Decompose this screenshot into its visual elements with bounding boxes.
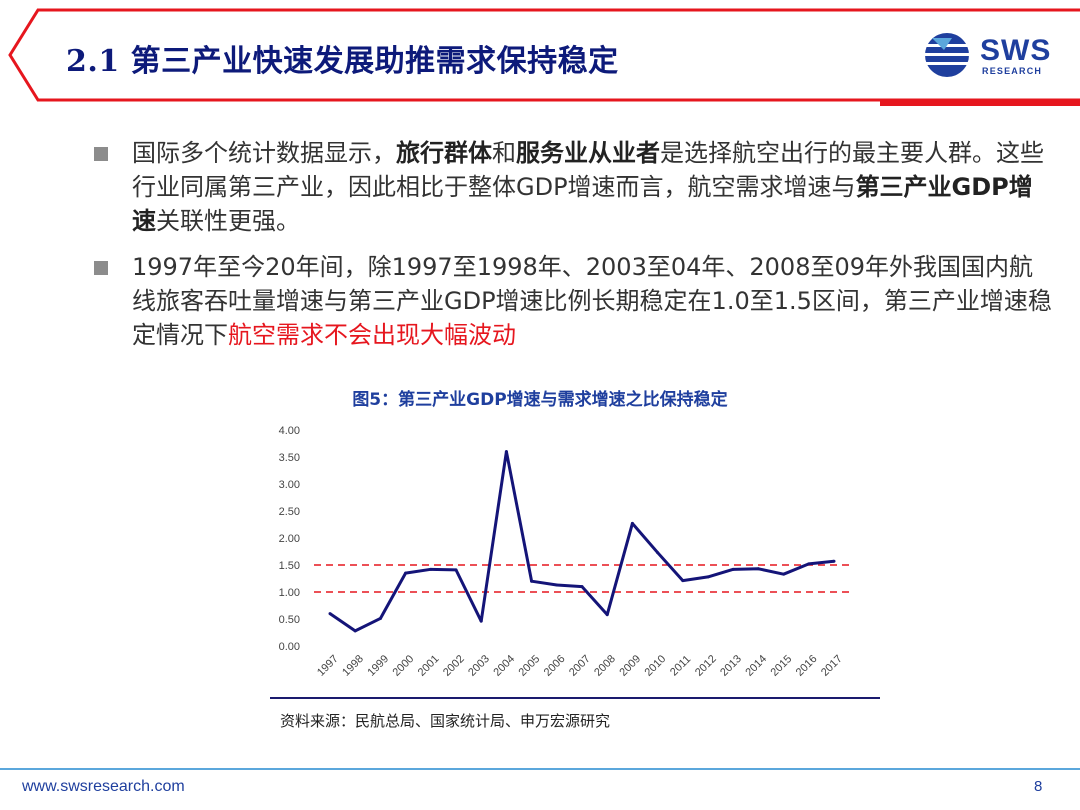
data-point-2010 [656, 551, 660, 555]
data-point-2003 [479, 619, 483, 623]
data-point-2005 [530, 579, 534, 583]
y-tick-label-8: 4.00 [279, 425, 300, 437]
x-tick-label-2000: 2000 [391, 653, 417, 679]
data-point-2016 [807, 562, 811, 566]
bullet-2-highlight: 航空需求不会出现大幅波动 [228, 321, 516, 349]
x-tick-label-2001: 2001 [416, 653, 442, 679]
ratio-line-chart: 0.00 0.50 1.00 1.50 2.00 2.50 3.00 3.50 4.00 1997… [270, 425, 880, 699]
bullet-list: 国际多个统计数据显示，旅行群体和服务业从业者是选择航空出行的最主要人群。这些行业… [92, 136, 1052, 364]
bullet-item-2: 1997年至今20年间，除1997至1998年、2003至04年、2008至09… [92, 250, 1052, 352]
x-tick-label-2008: 2008 [592, 653, 618, 679]
x-tick-label-2007: 2007 [567, 653, 593, 679]
y-tick-label-2: 1.00 [279, 587, 300, 599]
page-title: 2.1 第三产业快速发展助推需求保持稳定 [66, 44, 619, 79]
data-point-2008 [605, 613, 609, 617]
y-tick-label-4: 2.00 [279, 533, 300, 545]
y-tick-label-7: 3.50 [279, 452, 300, 464]
bullet-1-seg-3: 和 [492, 139, 516, 167]
x-tick-label-2016: 2016 [794, 653, 820, 679]
data-point-2004 [504, 450, 508, 454]
bullet-1-seg-2: 旅行群体 [396, 139, 492, 167]
page-number: 8 [1034, 778, 1043, 795]
x-tick-label-2014: 2014 [743, 653, 769, 679]
x-tick-label-2017: 2017 [819, 653, 845, 679]
logo-subtext: RESEARCH [982, 66, 1043, 76]
header-frame [8, 8, 1080, 106]
logo-text: SWS [980, 34, 1052, 67]
data-point-2013 [731, 567, 735, 571]
footer-divider [0, 768, 1080, 770]
sws-logo: SWS RESEARCH [922, 30, 1062, 80]
bullet-1-seg-1: 国际多个统计数据显示， [132, 139, 396, 167]
y-tick-label-0: 0.00 [279, 641, 300, 653]
data-point-2000 [404, 571, 408, 575]
x-tick-label-1997: 1997 [315, 653, 341, 679]
bullet-1-seg-5: 是选择航空出行的最主要人群。这些行业同属第三产业，因此相比于整体GDP增速而言，… [132, 139, 1044, 201]
footer-url: www.swsresearch.com [22, 778, 185, 795]
data-point-2009 [630, 521, 634, 525]
bullet-2-seg-1: 1997年至今20年间，除1997至1998年、2003至04年、2008至09… [132, 253, 1052, 349]
bullet-square-icon [94, 147, 108, 161]
x-tick-label-2013: 2013 [718, 653, 744, 679]
data-point-2007 [580, 585, 584, 589]
y-tick-label-1: 0.50 [279, 614, 300, 626]
series-line-0 [329, 450, 835, 633]
y-tick-label-3: 1.50 [279, 560, 300, 572]
x-tick-label-2006: 2006 [542, 653, 568, 679]
x-tick-label-2009: 2009 [617, 653, 643, 679]
x-tick-label-1999: 1999 [365, 653, 391, 679]
bullet-square-icon [94, 261, 108, 275]
source-note: 资料来源：民航总局、国家统计局、申万宏源研究 [280, 712, 611, 730]
data-point-2015 [782, 572, 786, 576]
data-point-2002 [454, 568, 458, 572]
data-point-1999 [378, 616, 382, 620]
data-point-2001 [429, 567, 433, 571]
bullet-1-seg-6: 第三产业GDP增速 [132, 173, 1033, 235]
x-tick-label-2010: 2010 [643, 653, 669, 679]
bullet-item-1: 国际多个统计数据显示，旅行群体和服务业从业者是选择航空出行的最主要人群。这些行业… [92, 136, 1052, 238]
x-tick-label-2003: 2003 [466, 653, 492, 679]
data-point-2012 [706, 575, 710, 579]
bullet-1-seg-4: 服务业从业者 [516, 139, 660, 167]
data-point-2006 [555, 583, 559, 587]
x-tick-label-2004: 2004 [491, 653, 517, 679]
x-tick-label-2011: 2011 [668, 653, 693, 678]
y-tick-label-5: 2.50 [279, 506, 300, 518]
slide-header: 2.1 第三产业快速发展助推需求保持稳定 SWS RESEARCH [0, 0, 1080, 108]
chart-title: 图5：第三产业GDP增速与需求增速之比保持稳定 [352, 390, 728, 410]
data-point-1998 [353, 629, 357, 633]
data-point-2014 [756, 567, 760, 571]
y-tick-label-6: 3.00 [279, 479, 300, 491]
data-point-2017 [832, 559, 836, 563]
x-tick-label-2012: 2012 [693, 653, 719, 679]
bullet-1-seg-7: 关联性更强。 [156, 207, 300, 235]
logo-globe-icon [925, 33, 969, 77]
data-point-1997 [328, 612, 332, 616]
x-tick-label-2002: 2002 [441, 653, 467, 679]
x-tick-label-2005: 2005 [517, 653, 543, 679]
data-point-2011 [681, 579, 685, 583]
x-tick-label-1998: 1998 [340, 653, 366, 679]
x-tick-label-2015: 2015 [769, 653, 795, 679]
